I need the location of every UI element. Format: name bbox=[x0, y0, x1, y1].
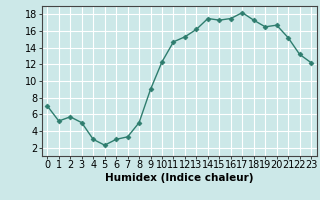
X-axis label: Humidex (Indice chaleur): Humidex (Indice chaleur) bbox=[105, 173, 253, 183]
